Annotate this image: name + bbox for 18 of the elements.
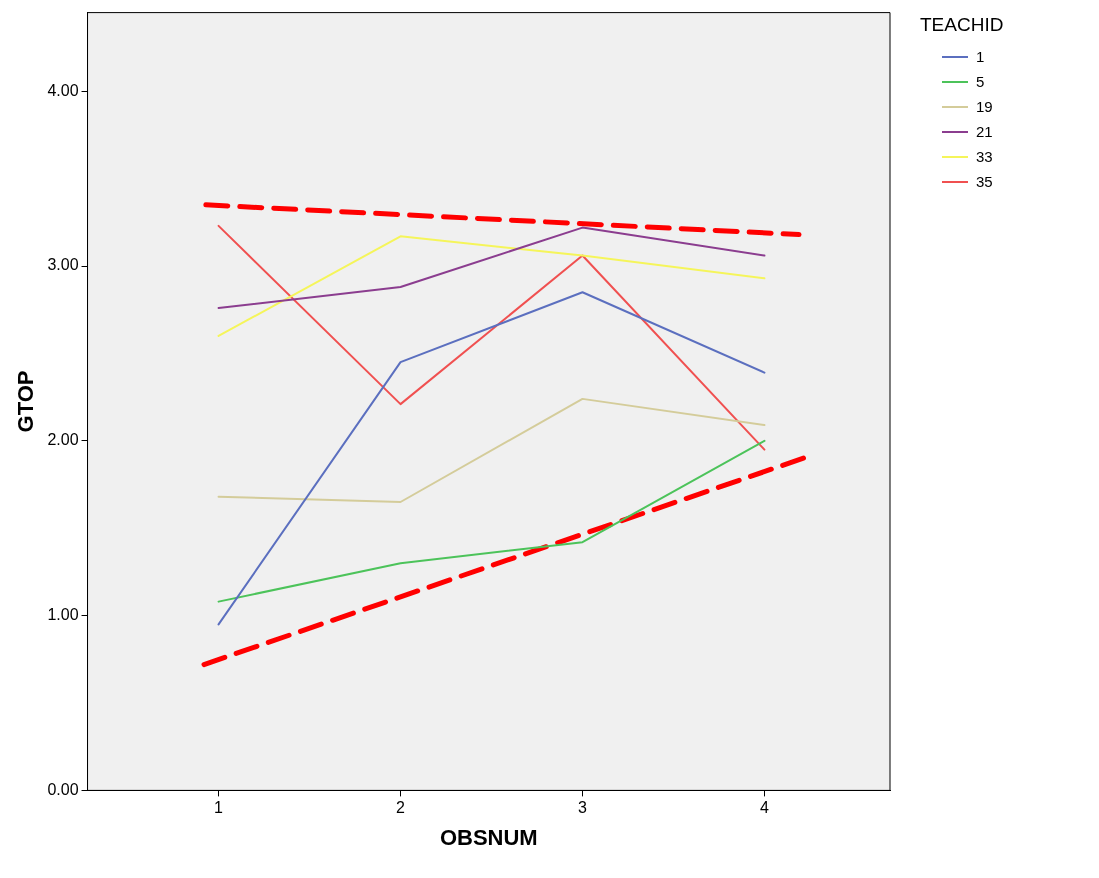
y-axis-title: GTOP	[13, 370, 39, 433]
legend-label: 21	[976, 123, 993, 140]
x-axis-title: OBSNUM	[439, 824, 538, 850]
legend-label: 19	[976, 98, 993, 115]
legend-label: 1	[976, 48, 985, 65]
x-tick-label: 4	[759, 799, 769, 817]
legend-label: 35	[976, 173, 993, 190]
y-tick-label: 4.00	[47, 81, 79, 99]
x-tick-label: 2	[396, 799, 406, 817]
legend-label: 5	[976, 73, 985, 90]
legend-label: 33	[976, 148, 993, 165]
y-tick-label: 3.00	[47, 256, 79, 274]
y-tick-label: 0.00	[47, 780, 79, 798]
y-tick-label: 2.00	[47, 431, 79, 449]
legend-title: TEACHID	[920, 14, 1004, 36]
y-tick-label: 1.00	[47, 606, 79, 624]
x-tick-label: 1	[214, 799, 224, 817]
x-tick-label: 3	[578, 799, 588, 817]
